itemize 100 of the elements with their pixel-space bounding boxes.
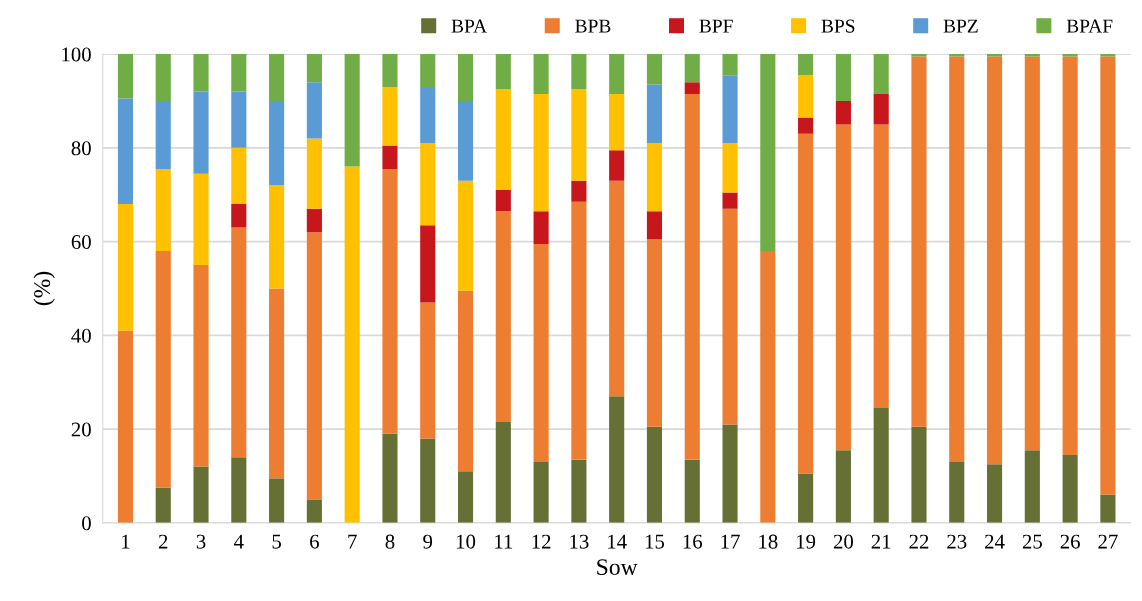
legend-label: BPB — [575, 19, 611, 33]
x-tick-label: 25 — [1022, 534, 1042, 549]
bar — [798, 133, 814, 474]
x-tick-label: 14 — [608, 534, 627, 549]
x-tick-label: 2 — [158, 534, 168, 549]
bar — [306, 138, 322, 209]
bar — [798, 117, 814, 134]
bar — [533, 211, 549, 244]
bar — [495, 211, 511, 423]
bar — [193, 265, 209, 467]
bar — [117, 330, 134, 523]
y-tick-label: 60 — [71, 234, 91, 250]
bar — [420, 225, 436, 303]
bar — [722, 143, 738, 193]
bar — [457, 54, 474, 101]
bar — [911, 426, 927, 523]
bar — [457, 290, 474, 472]
bar — [193, 91, 209, 174]
bar — [306, 82, 322, 139]
x-tick-label: 26 — [1060, 534, 1080, 549]
bar — [495, 190, 511, 212]
bar — [1062, 56, 1078, 455]
x-tick-label: 11 — [495, 534, 513, 549]
bar — [646, 426, 663, 523]
bar — [835, 100, 851, 125]
legend-label: BPF — [699, 19, 733, 33]
x-tick-label: 5 — [272, 534, 281, 549]
x-axis-title: Sow — [597, 559, 638, 576]
bar — [231, 457, 247, 523]
bar — [722, 54, 738, 76]
bar — [609, 396, 625, 523]
x-tick-label: 22 — [909, 534, 929, 549]
bar — [609, 54, 625, 94]
x-tick-label: 7 — [348, 534, 357, 549]
legend-label: BPA — [451, 19, 487, 33]
bar — [949, 461, 965, 523]
bar — [420, 86, 436, 144]
x-tick-label: 20 — [833, 534, 854, 549]
bar — [420, 438, 436, 523]
bar — [231, 54, 247, 92]
bar — [835, 54, 851, 101]
bar — [609, 93, 625, 151]
x-tick-label: 18 — [759, 534, 778, 549]
y-tick-label: 40 — [71, 328, 91, 343]
bar — [420, 143, 436, 226]
bar — [873, 124, 889, 409]
bar — [269, 54, 285, 101]
bar — [495, 54, 511, 90]
bar — [457, 180, 474, 291]
x-tick-label: 1 — [122, 534, 130, 549]
bar — [533, 461, 549, 523]
bar — [344, 54, 360, 167]
bar — [155, 487, 171, 523]
bar — [798, 75, 814, 118]
bar — [760, 54, 776, 251]
bar — [231, 227, 247, 458]
bar — [1062, 454, 1078, 523]
bar — [155, 250, 171, 488]
bar — [533, 54, 549, 94]
bar — [760, 250, 776, 523]
bar — [1024, 56, 1040, 451]
bar — [911, 54, 927, 57]
bar — [684, 82, 700, 94]
y-axis-title: (%) — [33, 271, 55, 306]
bar — [344, 166, 360, 523]
bar — [306, 208, 322, 233]
y-tick-label: 0 — [82, 516, 91, 531]
bar — [382, 433, 398, 523]
bar — [117, 98, 134, 205]
bar — [609, 180, 625, 397]
x-tick-label: 9 — [423, 534, 433, 549]
legend-label: BPZ — [943, 19, 978, 33]
y-tick-label: 80 — [71, 141, 91, 156]
bar — [986, 464, 1003, 523]
bar — [117, 204, 134, 331]
bar — [193, 54, 209, 92]
bar — [1024, 450, 1040, 523]
bar — [231, 204, 247, 228]
bar — [269, 478, 285, 523]
bar — [306, 499, 322, 523]
x-tick-label: 16 — [683, 534, 703, 549]
bar — [231, 147, 247, 205]
bar — [193, 173, 209, 266]
bar — [155, 168, 171, 251]
x-tick-label: 4 — [234, 534, 244, 549]
legend-label: BPS — [821, 19, 855, 33]
x-tick-label: 13 — [570, 534, 589, 549]
bar — [420, 54, 436, 87]
bar — [269, 288, 285, 479]
bar — [684, 93, 700, 460]
bar — [684, 459, 700, 523]
bar — [382, 54, 398, 87]
bar — [571, 180, 587, 202]
bar — [193, 466, 209, 523]
bar — [269, 100, 285, 186]
bar — [646, 211, 663, 240]
bar — [571, 201, 587, 460]
bar — [155, 100, 171, 169]
bar — [646, 54, 663, 85]
bar — [306, 54, 322, 83]
